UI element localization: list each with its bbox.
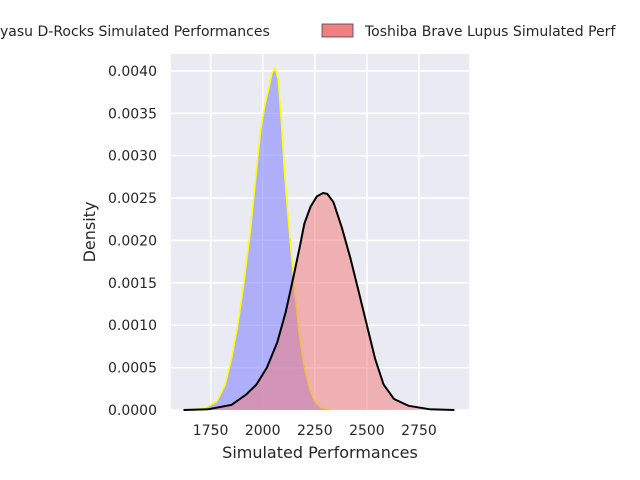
x-tick-label: 2750 bbox=[401, 423, 437, 439]
legend: yasu D-Rocks Simulated Performances Tosh… bbox=[0, 23, 616, 40]
series-2-area bbox=[183, 193, 455, 410]
y-tick-label: 0.0040 bbox=[108, 64, 157, 80]
legend-label-series-1: yasu D-Rocks Simulated Performances bbox=[0, 24, 270, 40]
y-tick-label: 0.0020 bbox=[108, 233, 157, 249]
y-tick-label: 0.0025 bbox=[108, 191, 157, 207]
y-tick-label: 0.0015 bbox=[108, 276, 157, 292]
x-tick-label: 2500 bbox=[349, 423, 385, 439]
y-tick-label: 0.0010 bbox=[108, 318, 157, 334]
y-tick-label: 0.0030 bbox=[108, 149, 157, 165]
density-series bbox=[183, 67, 455, 411]
x-tick-labels: 1750 2000 2250 2500 2750 bbox=[193, 423, 437, 439]
legend-label-series-2: Toshiba Brave Lupus Simulated Perf bbox=[364, 24, 616, 40]
legend-swatch-series-2 bbox=[321, 23, 354, 38]
x-tick-label: 1750 bbox=[193, 423, 229, 439]
y-tick-labels: 0.0000 0.0005 0.0010 0.0015 0.0020 0.0025 0.00… bbox=[108, 64, 157, 419]
y-tick-label: 0.0005 bbox=[108, 361, 157, 377]
y-tick-label: 0.0000 bbox=[108, 403, 157, 419]
series-2-line bbox=[183, 192, 455, 411]
x-tick-label: 2250 bbox=[297, 423, 333, 439]
x-axis-title: Simulated Performances bbox=[222, 443, 418, 462]
x-tick-label: 2000 bbox=[245, 423, 281, 439]
y-tick-label: 0.0035 bbox=[108, 106, 157, 122]
y-axis-title: Density bbox=[80, 202, 99, 263]
